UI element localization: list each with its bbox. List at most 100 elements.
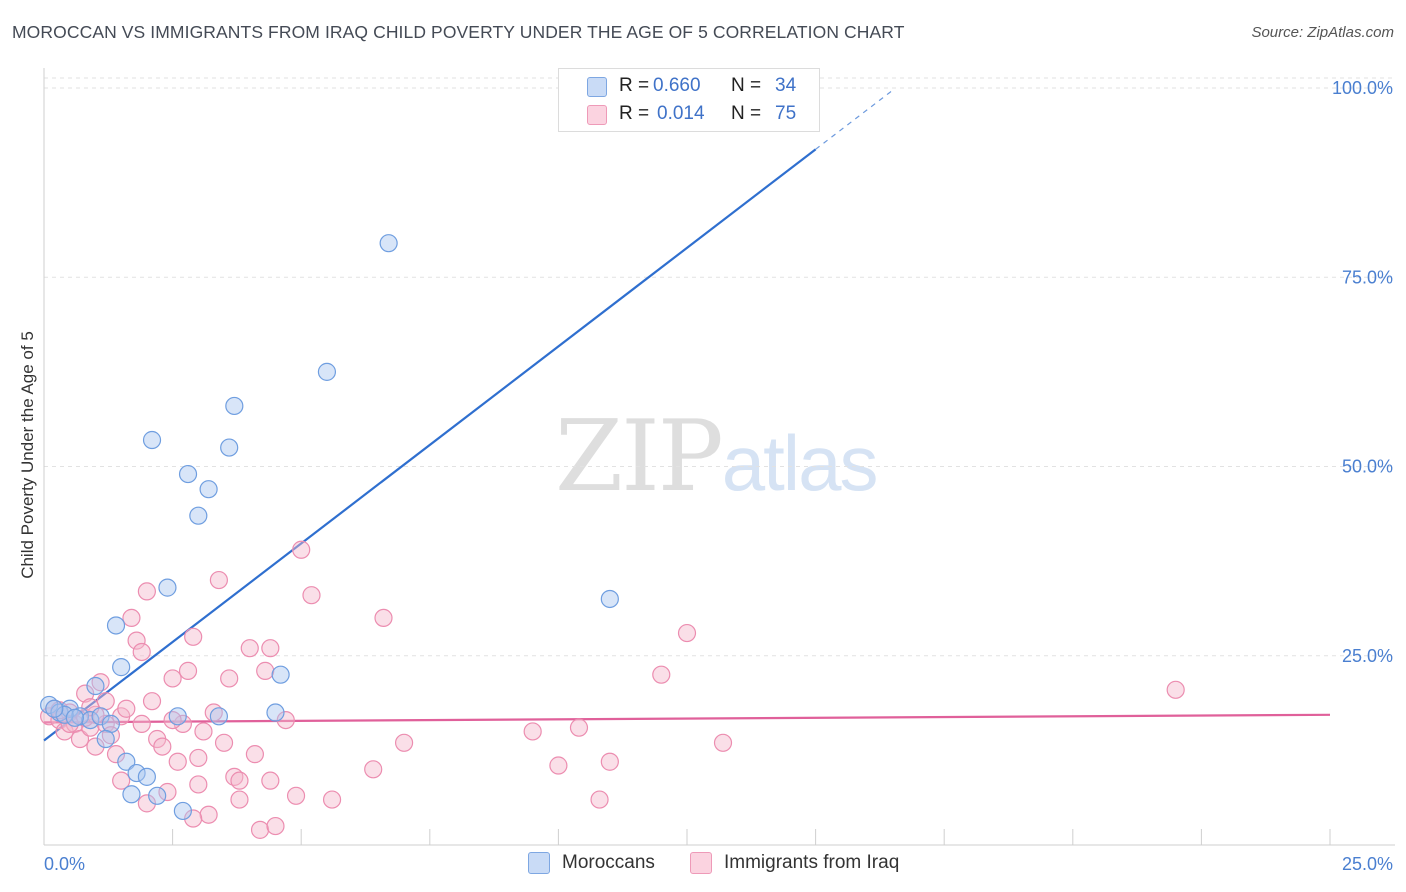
data-points bbox=[40, 234, 1185, 839]
point-moroccans bbox=[379, 234, 398, 253]
point-moroccans bbox=[225, 396, 244, 416]
trend-line-iraq bbox=[43, 713, 1331, 724]
point-moroccans bbox=[45, 699, 64, 718]
point-iraq bbox=[590, 790, 609, 809]
point-iraq bbox=[178, 661, 198, 680]
point-moroccans bbox=[158, 578, 177, 597]
point-iraq bbox=[220, 669, 239, 688]
point-iraq bbox=[652, 665, 671, 684]
y-tick-label: 75.0% bbox=[1342, 267, 1393, 287]
point-iraq bbox=[569, 718, 589, 737]
point-iraq bbox=[112, 771, 131, 790]
stats-n-label: N = bbox=[731, 103, 762, 124]
point-moroccans bbox=[101, 714, 120, 733]
point-moroccans bbox=[317, 362, 337, 381]
point-iraq bbox=[86, 737, 105, 756]
point-moroccans bbox=[173, 801, 192, 821]
watermark: ZIPatlas bbox=[555, 400, 879, 514]
stats-r-value-iraq: 0.014 bbox=[657, 103, 705, 124]
stats-n-label: N = bbox=[731, 75, 762, 96]
point-iraq bbox=[230, 790, 249, 809]
legend: Moroccans Immigrants from Iraq bbox=[0, 850, 1406, 880]
point-moroccans bbox=[220, 438, 239, 457]
point-moroccans bbox=[137, 767, 156, 786]
point-iraq bbox=[127, 631, 146, 650]
legend-swatch-iraq bbox=[690, 852, 712, 874]
axes bbox=[43, 68, 1395, 846]
watermark-atlas: atlas bbox=[721, 419, 879, 507]
point-iraq bbox=[163, 669, 182, 688]
chart-title: MOROCCAN VS IMMIGRANTS FROM IRAQ CHILD P… bbox=[12, 22, 905, 42]
point-iraq bbox=[117, 699, 136, 718]
point-iraq bbox=[106, 745, 126, 764]
point-moroccans bbox=[81, 710, 100, 730]
y-axis-label: Child Poverty Under the Age of 5 bbox=[18, 331, 37, 579]
point-iraq bbox=[240, 639, 259, 658]
stats-r-label: R = bbox=[619, 103, 650, 124]
point-iraq bbox=[50, 710, 69, 730]
point-moroccans bbox=[168, 707, 187, 726]
point-moroccans bbox=[96, 729, 115, 749]
point-iraq bbox=[70, 729, 90, 749]
point-iraq bbox=[199, 805, 218, 824]
point-iraq bbox=[137, 794, 156, 813]
point-iraq bbox=[81, 698, 100, 717]
trend-line-moroccans bbox=[43, 148, 817, 742]
point-iraq bbox=[142, 692, 162, 711]
legend-swatch-moroccans bbox=[528, 852, 550, 874]
legend-label-iraq: Immigrants from Iraq bbox=[724, 852, 900, 873]
point-iraq bbox=[302, 586, 321, 605]
point-iraq bbox=[549, 756, 568, 775]
point-iraq bbox=[292, 540, 311, 559]
point-iraq bbox=[600, 752, 619, 771]
point-moroccans bbox=[106, 616, 126, 635]
legend-item-iraq[interactable]: Immigrants from Iraq bbox=[690, 852, 899, 874]
point-moroccans bbox=[142, 430, 162, 450]
point-moroccans bbox=[189, 506, 208, 525]
point-moroccans bbox=[178, 464, 198, 484]
point-moroccans bbox=[112, 658, 131, 677]
point-iraq bbox=[256, 661, 275, 680]
point-iraq bbox=[322, 790, 342, 809]
point-iraq bbox=[261, 771, 280, 790]
point-iraq bbox=[158, 782, 177, 802]
trend-line-extension bbox=[815, 89, 894, 150]
point-moroccans bbox=[266, 703, 285, 722]
point-moroccans bbox=[148, 786, 167, 805]
point-iraq bbox=[364, 760, 383, 779]
stats-r-value-moroccans: 0.660 bbox=[653, 75, 701, 96]
grid bbox=[44, 77, 1395, 657]
point-iraq bbox=[122, 608, 141, 628]
stats-swatch-iraq bbox=[587, 105, 607, 125]
watermark-zip: ZIP bbox=[555, 400, 724, 514]
point-iraq bbox=[394, 733, 414, 752]
legend-item-moroccans[interactable]: Moroccans bbox=[528, 852, 655, 874]
point-moroccans bbox=[600, 589, 619, 609]
point-iraq bbox=[194, 722, 213, 741]
y-tick-label: 50.0% bbox=[1342, 457, 1393, 477]
x-tick-label-end: 25.0% bbox=[1342, 854, 1393, 874]
point-iraq bbox=[153, 737, 172, 756]
point-iraq bbox=[189, 775, 208, 794]
legend-label-moroccans: Moroccans bbox=[562, 852, 655, 873]
point-iraq bbox=[523, 722, 542, 741]
point-iraq bbox=[230, 771, 249, 790]
point-iraq bbox=[250, 820, 270, 839]
point-iraq bbox=[132, 714, 151, 733]
source-label: Source: ZipAtlas.com bbox=[1251, 24, 1394, 41]
point-moroccans bbox=[117, 752, 136, 771]
point-moroccans bbox=[91, 707, 110, 726]
stats-swatch-moroccans bbox=[587, 77, 607, 97]
x-tick-label-start: 0.0% bbox=[44, 854, 85, 874]
point-moroccans bbox=[199, 480, 218, 499]
point-iraq bbox=[713, 733, 733, 752]
point-iraq bbox=[261, 639, 280, 658]
point-iraq bbox=[286, 786, 306, 805]
point-iraq bbox=[266, 816, 285, 836]
point-iraq bbox=[374, 608, 393, 628]
point-moroccans bbox=[209, 707, 228, 726]
stats-n-value-moroccans: 34 bbox=[775, 75, 797, 96]
point-moroccans bbox=[122, 785, 141, 804]
point-iraq bbox=[245, 745, 265, 764]
